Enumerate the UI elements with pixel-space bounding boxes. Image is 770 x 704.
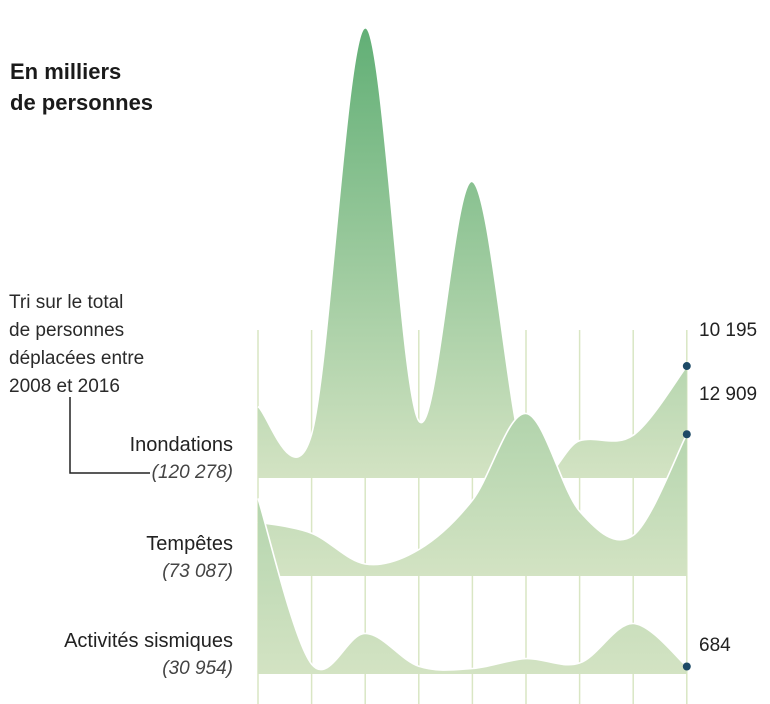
end-dot-inondations <box>682 362 691 371</box>
sort-note-line-4: 2008 et 2016 <box>9 376 120 397</box>
note-leader-line <box>69 397 150 474</box>
chart-title-line-1: En milliers <box>10 59 122 84</box>
area-tempetes <box>258 413 687 576</box>
end-value-activites-sismiques: 684 <box>699 635 731 656</box>
series-label-activites-sismiques: Activités sismiques (30 954) <box>64 627 233 683</box>
end-value-inondations: 10 195 <box>699 320 758 341</box>
end-dot-tempetes <box>682 430 691 439</box>
line-inondations <box>257 26 688 482</box>
chart-title-line-2: de personnes <box>10 90 154 115</box>
end-dot-activites-sismiques <box>682 662 691 671</box>
series-name: Activités sismiques <box>64 630 233 652</box>
series-name: Inondations <box>129 434 233 456</box>
area-inondations <box>258 27 687 481</box>
area-activites-sismiques <box>258 498 687 674</box>
series-label-tempetes: Tempêtes (73 087) <box>146 530 233 586</box>
series-total: (73 087) <box>162 561 233 582</box>
series-areas <box>257 26 688 674</box>
line-tempetes <box>257 412 688 566</box>
sort-note: Tri sur le total de personnes déplacées … <box>9 289 144 401</box>
series-label-inondations: Inondations (120 278) <box>130 431 233 487</box>
chart-title: En milliers de personnes <box>10 56 153 118</box>
series-total: (120 278) <box>151 462 233 483</box>
end-value-tempetes: 12 909 <box>699 384 758 405</box>
end-dots <box>682 362 691 671</box>
sort-note-line-1: Tri sur le total <box>9 292 124 313</box>
sort-note-line-3: déplacées entre <box>9 348 145 369</box>
sort-note-line-2: de personnes <box>9 320 125 341</box>
series-total: (30 954) <box>162 658 233 679</box>
line-activites-sismiques <box>257 498 688 671</box>
series-name: Tempêtes <box>146 533 233 555</box>
